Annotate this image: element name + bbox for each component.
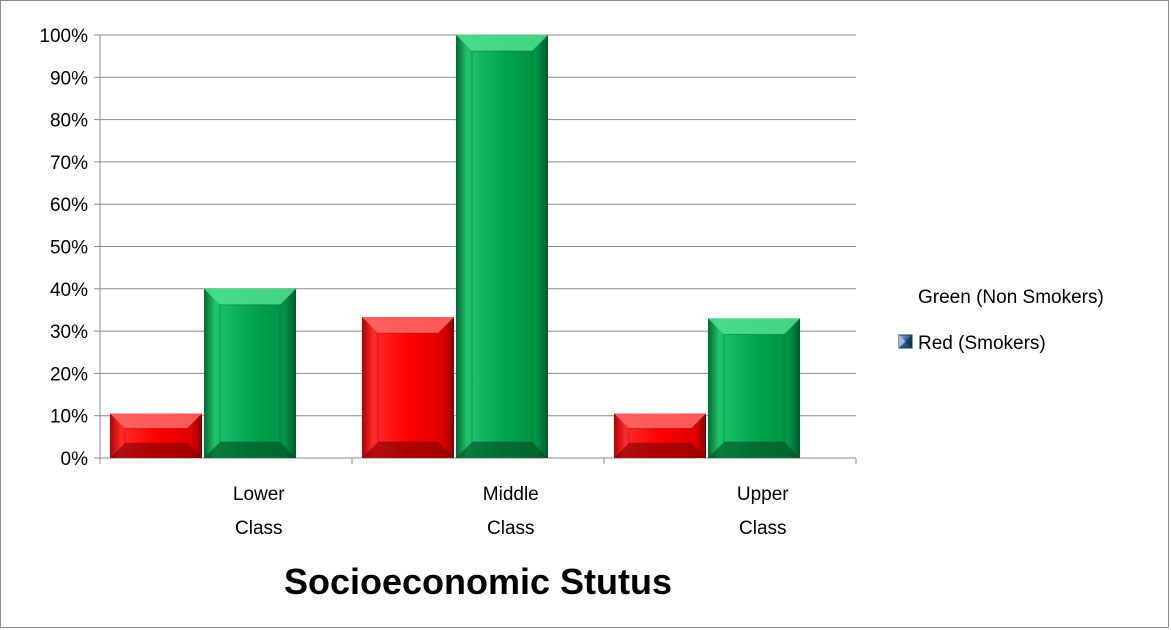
- y-tick-label: 0%: [61, 449, 89, 470]
- y-tick-label: 20%: [50, 364, 88, 385]
- y-tick-label: 80%: [50, 111, 88, 132]
- x-axis-title: Socioeconomic Stutus: [284, 561, 672, 602]
- bar-smokers: [362, 317, 454, 458]
- bar-smokers: [614, 413, 706, 458]
- y-tick-label: 50%: [50, 238, 88, 259]
- x-category-label: Class: [739, 518, 787, 539]
- x-category-label: Middle: [483, 484, 539, 505]
- bar-non-smokers: [456, 35, 548, 458]
- bar-non-smokers: [204, 288, 296, 458]
- bar-non-smokers: [708, 318, 800, 458]
- legend-entry-smokers: Red (Smokers): [918, 333, 1046, 354]
- x-category-label: Lower: [233, 484, 285, 505]
- bars: [110, 35, 800, 458]
- x-category-label: Class: [487, 518, 535, 539]
- y-tick-label: 30%: [50, 322, 88, 343]
- y-tick-label: 60%: [50, 195, 88, 216]
- x-category-label: Class: [235, 518, 283, 539]
- y-tick-label: 90%: [50, 68, 88, 89]
- legend-entry-non-smokers: Green (Non Smokers): [918, 287, 1104, 308]
- axis-labels: 0% 10% 20% 30% 40% 50% 60% 70% 80% 90% 100% Lower Cl…: [39, 26, 789, 539]
- bar-smokers: [110, 413, 202, 458]
- y-tick-label: 70%: [50, 153, 88, 174]
- y-tick-label: 10%: [50, 407, 88, 428]
- y-tick-label: 100%: [39, 26, 88, 47]
- x-category-label: Upper: [737, 484, 789, 505]
- y-tick-label: 40%: [50, 280, 88, 301]
- legend: Green (Non Smokers) Red (Smokers): [898, 287, 1104, 354]
